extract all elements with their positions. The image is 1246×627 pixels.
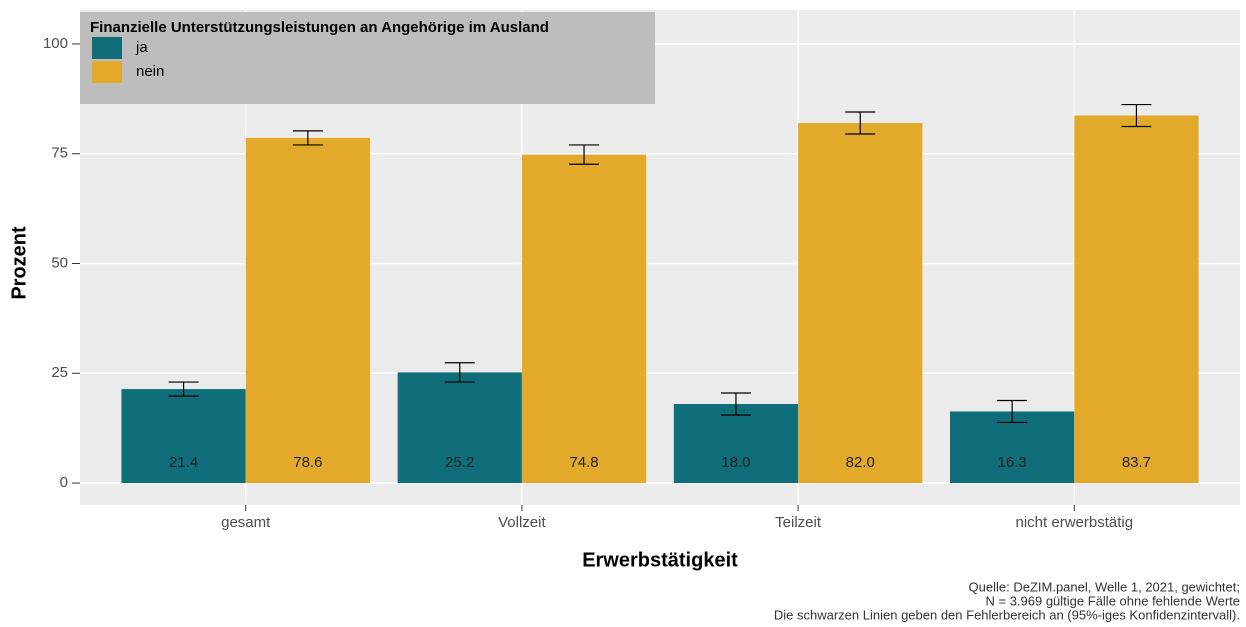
error-bar xyxy=(168,381,199,397)
x-tick-label: nicht erwerbstätig xyxy=(1016,514,1134,531)
bar xyxy=(673,404,799,484)
y-tick-label: 50 xyxy=(51,254,68,271)
x-tick-label: Vollzeit xyxy=(498,514,546,531)
legend-box xyxy=(80,12,655,104)
bar xyxy=(1074,115,1199,484)
error-bar xyxy=(720,392,751,416)
data-label: 82.0 xyxy=(846,454,875,471)
caption-line: Quelle: DeZIM.panel, Welle 1, 2021, gewi… xyxy=(969,579,1240,594)
error-bar xyxy=(997,399,1028,424)
legend-title: Finanzielle Unterstützungsleistungen an … xyxy=(90,19,549,36)
error-bar xyxy=(569,144,600,165)
caption-line: Die schwarzen Linien geben den Fehlerber… xyxy=(774,607,1240,622)
error-bar xyxy=(292,130,323,146)
legend: Finanzielle Unterstützungsleistungen an … xyxy=(80,12,655,104)
y-tick-label: 100 xyxy=(43,35,68,52)
legend-swatch xyxy=(92,37,122,59)
y-tick-label: 0 xyxy=(60,474,68,491)
legend-swatch xyxy=(92,61,122,83)
y-tick-label: 75 xyxy=(51,145,68,162)
x-tick-label: gesamt xyxy=(221,514,271,531)
legend-label: nein xyxy=(136,63,164,80)
bar xyxy=(950,411,1075,484)
data-label: 78.6 xyxy=(293,454,322,471)
caption-line: N = 3.969 gültige Fälle ohne fehlende We… xyxy=(985,593,1240,608)
bar xyxy=(397,372,522,484)
error-bar xyxy=(1121,103,1152,128)
data-label: 16.3 xyxy=(998,454,1027,471)
data-label: 18.0 xyxy=(721,454,750,471)
data-label: 83.7 xyxy=(1122,454,1151,471)
y-axis-title: Prozent xyxy=(8,226,30,300)
error-bar xyxy=(444,362,475,383)
data-label: 74.8 xyxy=(569,454,598,471)
error-bar xyxy=(845,111,876,135)
data-label: 25.2 xyxy=(445,454,474,471)
bar xyxy=(121,389,246,484)
y-tick-label: 25 xyxy=(51,364,68,381)
x-tick-label: Teilzeit xyxy=(775,514,822,531)
data-label: 21.4 xyxy=(169,454,198,471)
legend-label: ja xyxy=(135,39,148,56)
bar xyxy=(798,122,923,484)
bar xyxy=(245,137,370,484)
x-axis-title: Erwerbstätigkeit xyxy=(582,549,738,571)
bar xyxy=(521,154,647,484)
